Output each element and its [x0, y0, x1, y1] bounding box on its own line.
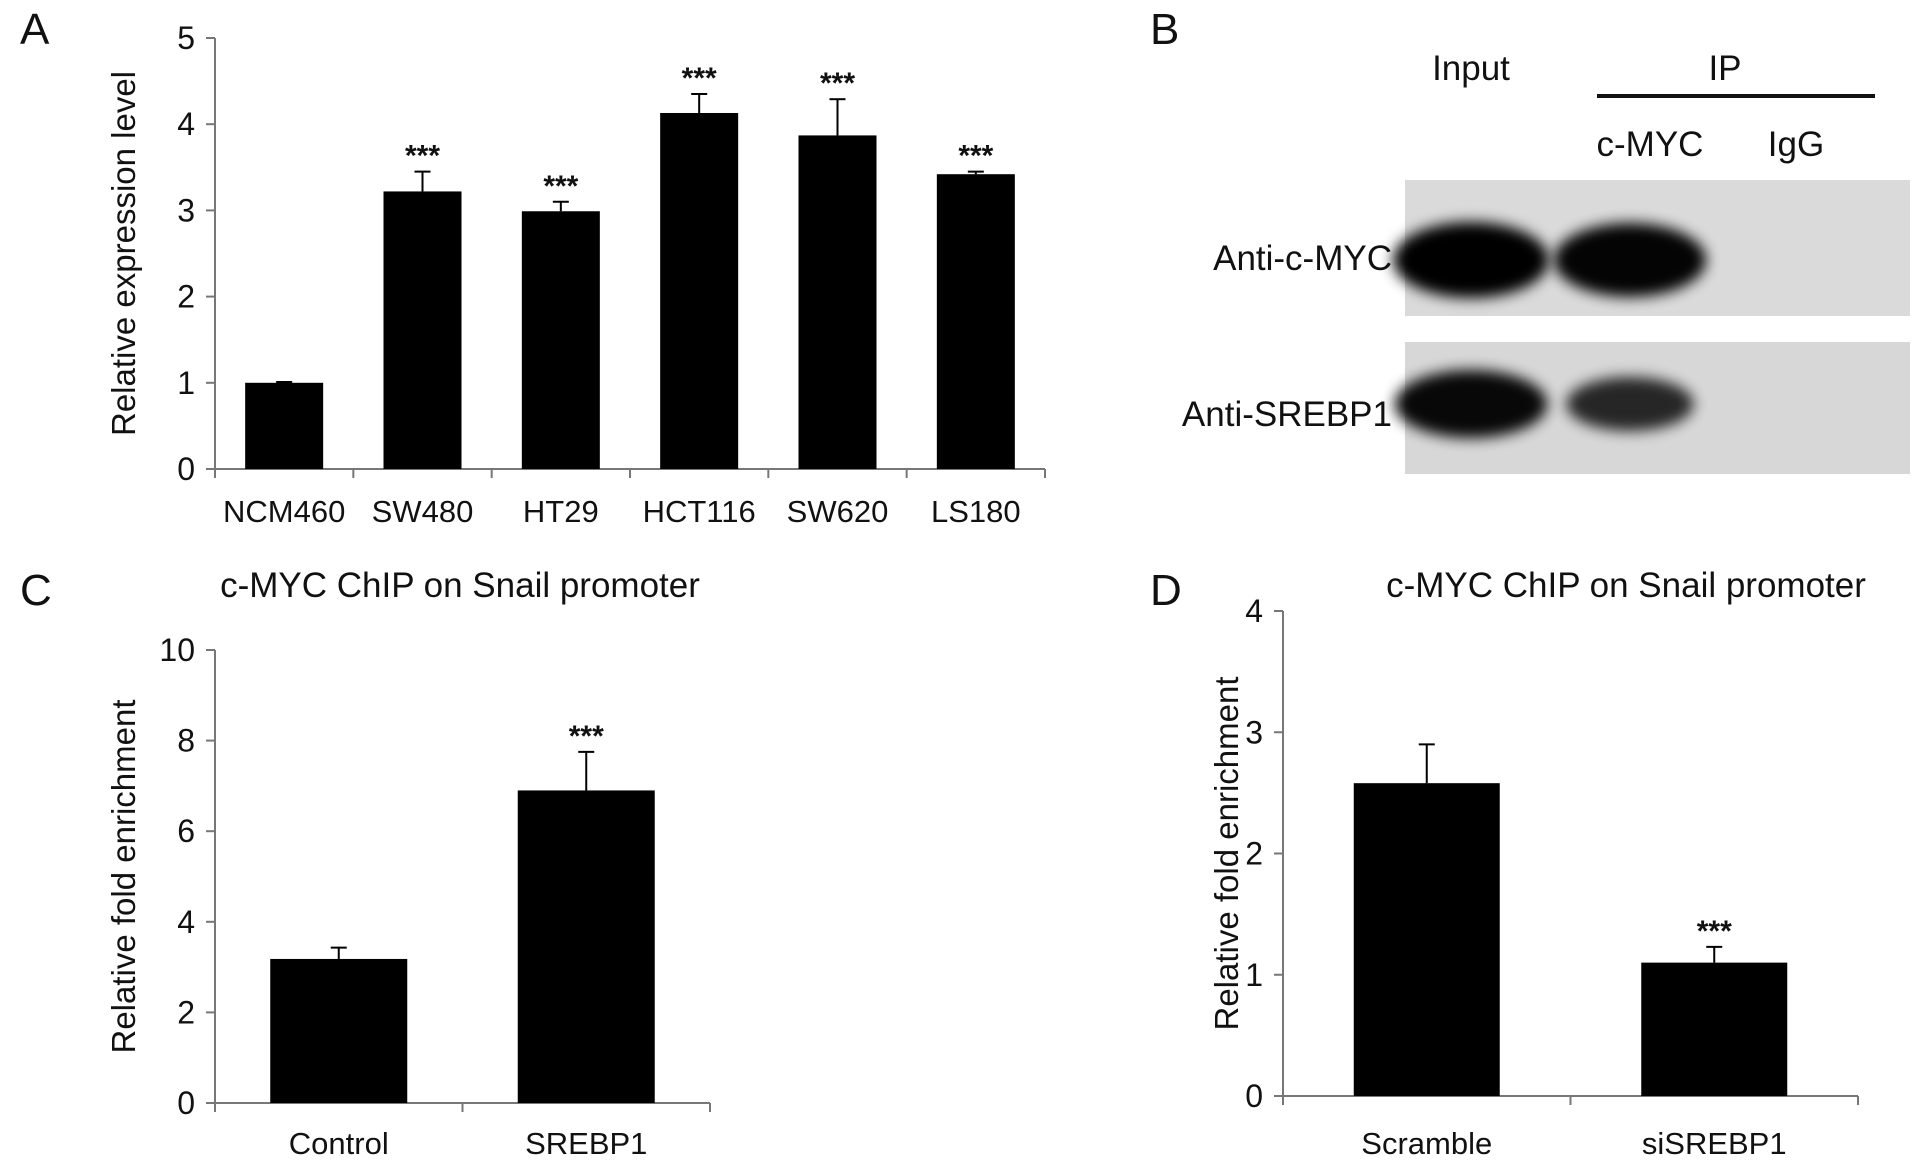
blot-band — [1553, 223, 1707, 297]
chart-d-category-label: siSREBP1 — [1642, 1126, 1787, 1161]
chart-c-significance-label: *** — [569, 720, 604, 753]
chart-a-bar — [245, 382, 324, 469]
chart-c-y-axis-label: Relative fold enrichment — [105, 699, 142, 1053]
chart-a-bar — [521, 211, 600, 469]
chart-a-category-label: NCM460 — [223, 494, 345, 529]
chart-a-y-tick-label: 2 — [177, 279, 195, 315]
chart-a-significance-label: *** — [820, 67, 855, 100]
chart-c-title: c-MYC ChIP on Snail promoter — [220, 566, 700, 605]
chart-c-y-tick-label: 2 — [177, 994, 195, 1030]
chart-a-significance-label: *** — [543, 170, 578, 203]
blot-bands — [1393, 222, 1707, 439]
chart-d-bar — [1353, 783, 1500, 1096]
chart-d-y-tick-label: 1 — [1245, 957, 1263, 993]
chart-c-y-tick-label: 6 — [177, 813, 195, 849]
blot-row-label-srebp1: Anti-SREBP1 — [1182, 395, 1392, 434]
panel-letter-d: D — [1150, 566, 1182, 615]
chart-a-y-tick-label: 0 — [177, 451, 195, 487]
blot-lane-label-igg: IgG — [1768, 125, 1824, 164]
chart-c-bar — [517, 790, 655, 1103]
blot-band — [1393, 222, 1549, 298]
western-blot: Input IP c-MYC IgG Anti-c-MYC Anti-SREBP… — [1182, 49, 1910, 474]
chart-c-y-tick-label: 8 — [177, 723, 195, 759]
chart-a-significance-label: *** — [958, 140, 993, 173]
chart-a-y-tick-label: 5 — [177, 20, 195, 56]
chart-a-bar — [660, 112, 739, 469]
chart-a-bar — [798, 135, 877, 469]
chart-c-category-label: Control — [289, 1126, 389, 1161]
chart-a-y-axis-label: Relative expression level — [105, 71, 142, 436]
chart-d-y-tick-label: 2 — [1245, 836, 1263, 872]
chart-a-significance-label: *** — [682, 62, 717, 95]
chart-c-y-tick-label: 4 — [177, 904, 195, 940]
chart-a-category-label: SW620 — [787, 494, 889, 529]
panel-letter-a: A — [20, 5, 50, 54]
chart-a-bar — [936, 174, 1015, 470]
chart-d-significance-label: *** — [1697, 915, 1732, 948]
chart-a-category-label: SW480 — [372, 494, 474, 529]
panel-letter-b: B — [1150, 5, 1179, 54]
chart-c-bar — [270, 958, 408, 1103]
chart-a-significance-label: *** — [405, 140, 440, 173]
chart-a: Relative expression level 0 1 2 3 4 5 NCM460 ***… — [105, 20, 1046, 529]
chart-d-category-label: Scramble — [1361, 1126, 1492, 1161]
chart-d-y-axis-label: Relative fold enrichment — [1208, 676, 1245, 1030]
blot-band — [1566, 376, 1694, 432]
blot-header-input: Input — [1432, 49, 1510, 88]
chart-d-y-tick-label: 4 — [1245, 593, 1263, 629]
chart-d-y-tick-label: 3 — [1245, 714, 1263, 750]
chart-a-y-tick-label: 4 — [177, 106, 195, 142]
chart-a-category-label: HT29 — [523, 494, 599, 529]
chart-d: c-MYC ChIP on Snail promoter Relative fol… — [1208, 566, 1866, 1161]
blot-header-ip: IP — [1708, 49, 1741, 88]
chart-a-bar — [383, 191, 462, 469]
blot-lane-label-cmyc: c-MYC — [1597, 125, 1704, 164]
chart-c: c-MYC ChIP on Snail promoter Relative fol… — [105, 566, 711, 1161]
chart-c-y-tick-label: 10 — [159, 632, 195, 668]
chart-c-y-tick-label: 0 — [177, 1085, 195, 1121]
blot-row-label-cmyc: Anti-c-MYC — [1213, 239, 1392, 278]
chart-d-y-tick-label: 0 — [1245, 1078, 1263, 1114]
panel-letter-c: C — [20, 566, 52, 615]
chart-a-y-tick-label: 1 — [177, 365, 195, 401]
chart-d-bar — [1641, 962, 1788, 1096]
chart-a-y-tick-label: 3 — [177, 192, 195, 228]
blot-band — [1394, 369, 1548, 439]
chart-d-title: c-MYC ChIP on Snail promoter — [1386, 566, 1866, 605]
chart-a-category-label: LS180 — [931, 494, 1021, 529]
chart-a-category-label: HCT116 — [643, 494, 756, 529]
chart-c-category-label: SREBP1 — [525, 1126, 647, 1161]
